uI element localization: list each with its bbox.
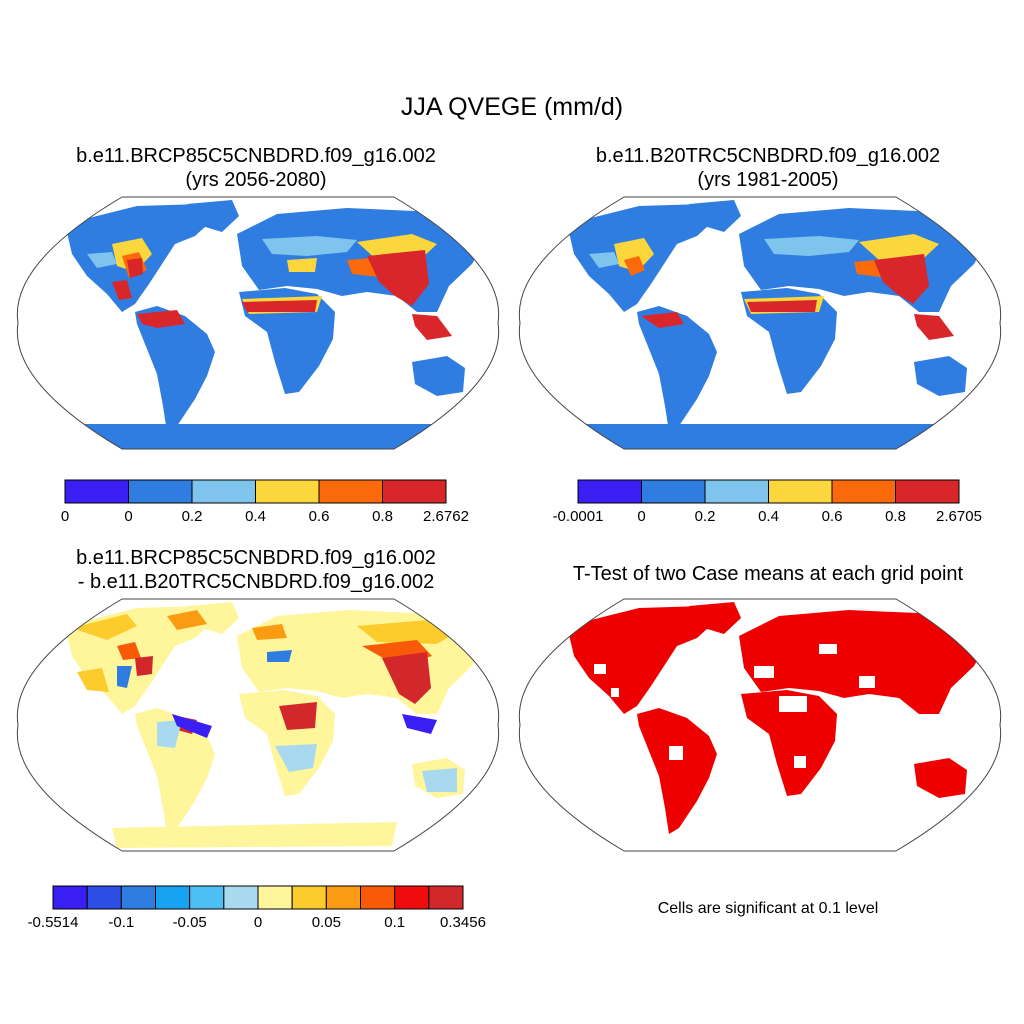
colorbar-tick-label: 0.4 bbox=[758, 508, 779, 525]
colorbar-swatch bbox=[641, 479, 706, 504]
map-panel2 bbox=[518, 196, 1002, 450]
significant-cells bbox=[567, 602, 989, 834]
colorbar-swatch bbox=[428, 885, 464, 910]
colorbar-swatch bbox=[704, 479, 769, 504]
colorbar-swatch bbox=[895, 479, 960, 504]
colorbar-tick-label: 2.6705 bbox=[936, 508, 982, 525]
colorbar-tick-label: 0.2 bbox=[182, 508, 203, 525]
colorbar-swatch bbox=[223, 885, 259, 910]
panel1-title-line1: b.e11.BRCP85C5CNBDRD.f09_g16.002 bbox=[76, 145, 436, 167]
map-panel1 bbox=[16, 196, 500, 450]
land-base-blue bbox=[519, 200, 1001, 449]
colorbar-swatch bbox=[120, 885, 157, 910]
colorbar-swatch bbox=[382, 479, 447, 504]
land-orange bbox=[167, 610, 287, 640]
colorbar-swatch bbox=[52, 885, 88, 910]
colorbar-swatch bbox=[325, 885, 362, 910]
colorbar-tick-label: -0.05 bbox=[173, 914, 207, 931]
colorbar-swatch bbox=[318, 479, 383, 504]
colorbar-swatch bbox=[189, 885, 225, 910]
land-light-blue bbox=[87, 236, 357, 268]
panel1-title-line2: (yrs 2056-2080) bbox=[185, 169, 327, 191]
land-light-blue bbox=[157, 720, 457, 792]
colorbar-swatch bbox=[831, 479, 896, 504]
colorbar-tick-label: 0 bbox=[254, 914, 262, 931]
colorbar-panel3: -0.5514 -0.1 -0.05 0 0.05 0.1 0.3456 bbox=[28, 885, 486, 931]
colorbar-swatch bbox=[128, 479, 193, 504]
colorbar-tick-label: -0.5514 bbox=[28, 914, 79, 931]
panel1-title: b.e11.BRCP85C5CNBDRD.f09_g16.002 (yrs 20… bbox=[0, 144, 512, 192]
colorbar-swatch bbox=[768, 479, 833, 504]
panel4-title-line1: T-Test of two Case means at each grid po… bbox=[572, 563, 964, 585]
colorbar-swatch bbox=[255, 479, 320, 504]
colorbar-swatch bbox=[86, 885, 122, 910]
colorbar-swatch bbox=[577, 479, 642, 504]
land-dark-blue bbox=[172, 714, 437, 738]
panel2-title: b.e11.B20TRC5CNBDRD.f09_g16.002 (yrs 198… bbox=[512, 144, 1024, 192]
panel3-title-line1: b.e11.BRCP85C5CNBDRD.f09_g16.002 bbox=[76, 547, 436, 569]
colorbar-tick-label: 0.8 bbox=[885, 508, 906, 525]
colorbar-tick-label: 0 bbox=[637, 508, 645, 525]
panel3-title-line2: - b.e11.B20TRC5CNBDRD.f09_g16.002 bbox=[77, 571, 435, 593]
panel2-title-line1: b.e11.B20TRC5CNBDRD.f09_g16.002 bbox=[595, 145, 941, 167]
land-gold bbox=[72, 614, 457, 692]
land-blue bbox=[117, 650, 292, 688]
colorbar-swatch bbox=[360, 885, 396, 910]
colorbar-tick-label: 0.2 bbox=[695, 508, 716, 525]
colorbar-panel2: -0.0001 0 0.2 0.4 0.6 0.8 2.6705 bbox=[553, 479, 982, 525]
colorbar-tick-label: -0.0001 bbox=[553, 508, 604, 525]
colorbar-tick-label: 0.05 bbox=[312, 914, 341, 931]
panel3-title: b.e11.BRCP85C5CNBDRD.f09_g16.002 - b.e11… bbox=[0, 546, 512, 594]
significance-note: Cells are significant at 0.1 level bbox=[657, 900, 879, 917]
colorbar-swatch bbox=[394, 885, 430, 910]
colorbar-tick-label: 0.6 bbox=[822, 508, 843, 525]
colorbar-swatch bbox=[155, 885, 191, 910]
colorbar-tick-label: 0.1 bbox=[384, 914, 405, 931]
colorbar-swatch bbox=[191, 479, 256, 504]
non-significant-gaps bbox=[594, 644, 875, 768]
colorbar-tick-label: 0.4 bbox=[245, 508, 266, 525]
colorbar-tick-label: 0.3456 bbox=[440, 914, 486, 931]
colorbar-tick-label: -0.1 bbox=[108, 914, 134, 931]
colorbar-tick-label: 0 bbox=[124, 508, 132, 525]
colorbar-swatch bbox=[257, 885, 293, 910]
colorbar-tick-label: 0.8 bbox=[372, 508, 393, 525]
colorbar-panel1: 0 0 0.2 0.4 0.6 0.8 2.6762 bbox=[61, 479, 469, 525]
colorbar-tick-label: 2.6762 bbox=[423, 508, 469, 525]
figure-title: JJA QVEGE (mm/d) bbox=[400, 93, 624, 121]
colorbar-tick-label: 0 bbox=[61, 508, 69, 525]
land-light-blue bbox=[589, 236, 859, 268]
colorbar-swatch bbox=[64, 479, 129, 504]
land-red bbox=[112, 250, 452, 340]
map-panel4 bbox=[518, 598, 1002, 852]
map-panel3 bbox=[16, 598, 500, 852]
colorbar-swatch bbox=[291, 885, 327, 910]
colorbar-tick-label: 0.6 bbox=[309, 508, 330, 525]
land-red bbox=[641, 254, 954, 340]
panel4-title: T-Test of two Case means at each grid po… bbox=[512, 562, 1024, 586]
panel2-title-line2: (yrs 1981-2005) bbox=[697, 169, 839, 191]
